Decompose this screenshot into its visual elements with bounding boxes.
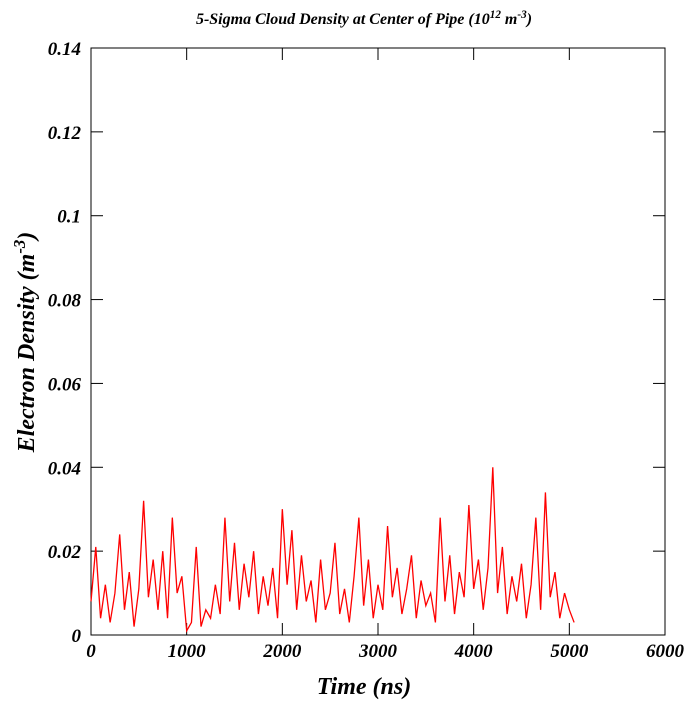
- y-tick-label: 0.1: [57, 207, 81, 228]
- y-label-part: -3: [10, 240, 29, 254]
- y-tick-label: 0: [72, 626, 82, 647]
- y-tick-label: 0.04: [48, 458, 81, 479]
- y-axis-label: Electron Density (m-3): [10, 232, 41, 454]
- y-label-part: ): [14, 232, 40, 242]
- x-tick-label: 2000: [262, 641, 302, 662]
- chart-title: 5-Sigma Cloud Density at Center of Pipe …: [196, 9, 532, 28]
- x-tick-label: 5000: [550, 641, 589, 662]
- title-part: -3: [517, 9, 527, 21]
- y-tick-label: 0.06: [48, 374, 82, 395]
- title-part: m: [501, 11, 517, 28]
- x-axis-label: Time (ns): [317, 674, 411, 700]
- x-tick-label: 0: [86, 641, 96, 662]
- plot-frame: [90, 47, 666, 636]
- title-part: 5-Sigma Cloud Density at Center of Pipe …: [196, 11, 490, 28]
- title-part: 12: [490, 9, 502, 21]
- title-part: ): [525, 11, 532, 28]
- x-tick-label: 4000: [454, 641, 494, 662]
- y-tick-label: 0.12: [48, 123, 82, 144]
- y-tick-label: 0.08: [48, 291, 82, 312]
- x-tick-label: 6000: [646, 641, 685, 662]
- y-tick-label: 0.02: [48, 542, 82, 563]
- x-tick-label: 1000: [168, 641, 207, 662]
- y-label-part: Electron Density (m: [14, 254, 40, 454]
- x-tick-label: 3000: [358, 641, 398, 662]
- y-tick-label: 0.14: [48, 39, 81, 60]
- data-line: [90, 467, 575, 633]
